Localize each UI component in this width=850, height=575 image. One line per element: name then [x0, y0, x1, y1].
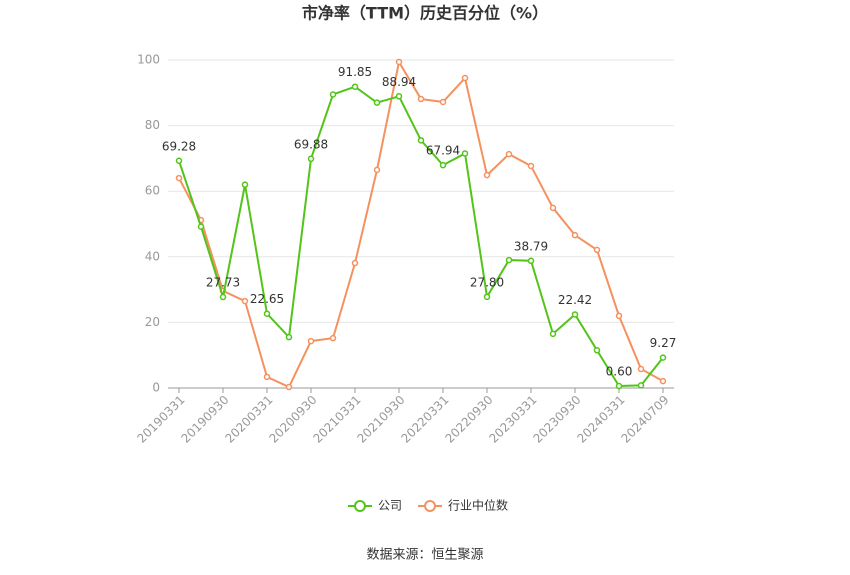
- point: [505, 150, 513, 158]
- y-tick-label: 20: [145, 315, 160, 329]
- point: [241, 181, 249, 188]
- point: [373, 99, 381, 106]
- y-tick-label: 0: [152, 381, 160, 395]
- point: [615, 312, 623, 320]
- point: [593, 347, 601, 354]
- point: [439, 161, 447, 169]
- point: [461, 74, 469, 82]
- point: [637, 365, 645, 373]
- y-tick-label: 60: [145, 184, 160, 198]
- point: [615, 382, 623, 390]
- series-line: [178, 85, 664, 388]
- point: [373, 166, 381, 174]
- data-label: 69.88: [294, 137, 328, 151]
- point: [571, 311, 579, 318]
- source: 数据来源：恒生聚源: [366, 548, 483, 563]
- point: [659, 377, 667, 385]
- point: [461, 150, 469, 157]
- data-label: 38.79: [514, 239, 548, 253]
- point: [527, 162, 535, 170]
- data-label: 0.60: [606, 365, 633, 379]
- y-tick-label: 80: [145, 118, 160, 132]
- data-label: 9.27: [650, 336, 677, 350]
- point: [329, 334, 337, 342]
- point: [395, 93, 403, 100]
- legend-marker: [424, 500, 436, 512]
- y-tick-label: 100: [137, 53, 160, 67]
- chart-title: 市净率（TTM）历史百分位（%）: [302, 4, 548, 23]
- point: [593, 246, 601, 254]
- point: [263, 373, 271, 381]
- point: [175, 157, 183, 165]
- point: [417, 95, 425, 103]
- point: [307, 337, 315, 345]
- point: [263, 310, 271, 317]
- point: [483, 171, 491, 179]
- point: [285, 383, 293, 391]
- point: [659, 354, 667, 361]
- point: [351, 83, 359, 90]
- legend-marker: [354, 500, 366, 512]
- x-tick-label: 20240709: [619, 393, 672, 446]
- point: [395, 58, 403, 66]
- point: [439, 98, 447, 106]
- point: [329, 91, 337, 98]
- data-label: 22.42: [558, 293, 592, 307]
- point: [351, 259, 359, 267]
- point: [483, 293, 491, 301]
- legend-label: 行业中位数: [448, 498, 508, 513]
- data-label: 91.85: [338, 65, 372, 79]
- point: [285, 333, 293, 341]
- data-label: 67.94: [426, 144, 460, 158]
- point: [637, 382, 645, 389]
- point: [549, 204, 557, 212]
- data-label: 27.80: [470, 275, 504, 289]
- legend-label: 公司: [378, 499, 402, 513]
- point: [241, 297, 249, 305]
- data-label: 69.28: [162, 139, 196, 153]
- point: [505, 256, 513, 264]
- data-label: 88.94: [382, 75, 416, 89]
- point: [549, 330, 557, 338]
- point: [307, 155, 315, 163]
- point: [197, 223, 205, 230]
- point: [175, 174, 183, 182]
- point: [219, 293, 227, 301]
- data-label: 22.65: [250, 292, 284, 306]
- point: [417, 137, 425, 144]
- point: [571, 231, 579, 239]
- data-label: 27.73: [206, 276, 240, 290]
- y-tick-label: 40: [145, 249, 160, 263]
- point: [527, 257, 535, 265]
